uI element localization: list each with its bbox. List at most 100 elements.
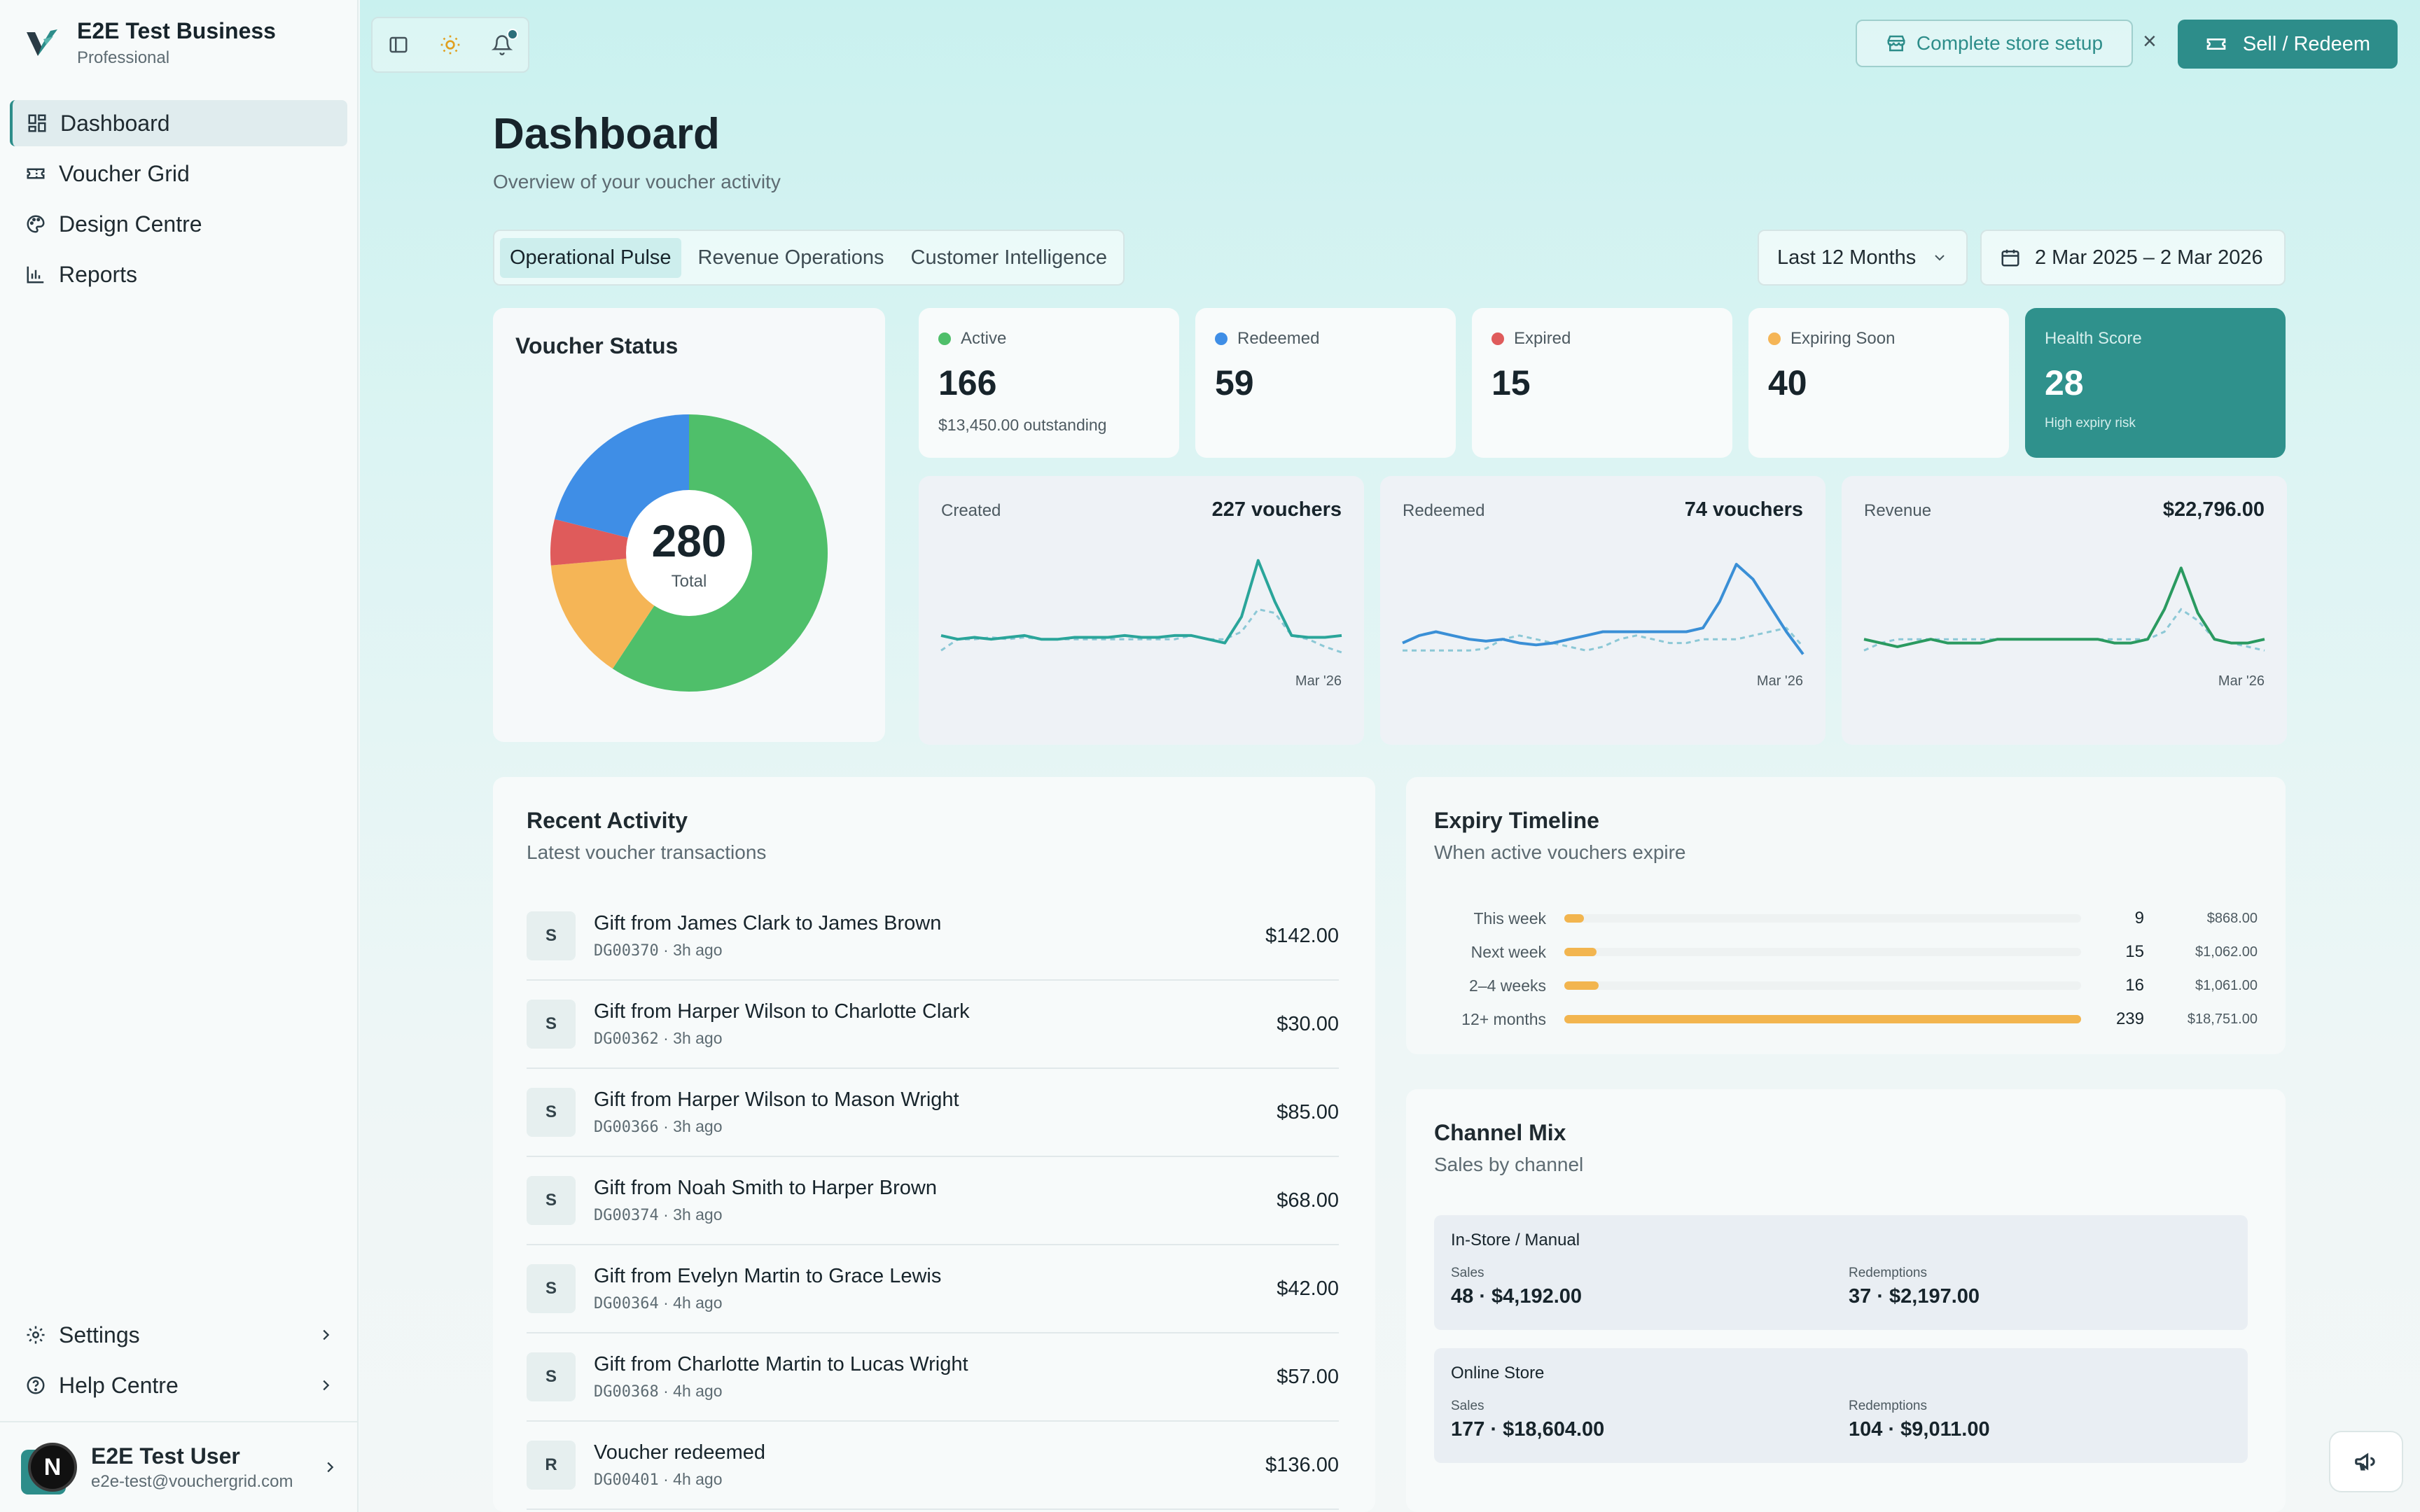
voucher-code: DG00374 [594, 1207, 659, 1224]
chevron-right-icon [323, 1329, 330, 1340]
activity-row[interactable]: S Gift from Harper Wilson to Mason Wright… [527, 1069, 1339, 1157]
activity-time: · 3h ago [663, 1117, 723, 1135]
chevron-right-icon [323, 1380, 330, 1391]
activity-row[interactable]: R Voucher redeemed DG00401 · 4h ago $136.00 [527, 1422, 1339, 1510]
sidebar-item-label: Design Centre [59, 211, 202, 237]
activity-amount: $85.00 [1277, 1100, 1339, 1124]
stat-label: Expiring Soon [1768, 329, 1895, 349]
channel-item-online-store[interactable]: Online Store Sales 177 · $18,604.00 Rede… [1434, 1348, 2248, 1463]
activity-time: · 4h ago [663, 1294, 723, 1312]
section-title: Recent Activity [527, 808, 688, 833]
stat-note: $13,450.00 outstanding [938, 416, 1107, 434]
sidebar: E2E Test Business Professional Dashboard… [0, 0, 359, 1512]
tab-revenue-operations[interactable]: Revenue Operations [697, 246, 884, 269]
spark-date: Mar '26 [2218, 673, 2265, 689]
sidebar-footer-nav: Settings Help Centre [10, 1312, 347, 1413]
voucher-code: DG00401 [594, 1471, 659, 1489]
activity-row[interactable]: S Gift from Evelyn Martin to Grace Lewis D… [527, 1245, 1339, 1334]
activity-info: Voucher redeemed DG00401 · 4h ago [594, 1441, 1265, 1489]
expiry-bar-fill [1564, 981, 1599, 990]
donut-total: 280 [652, 516, 727, 566]
health-score-card[interactable]: Health Score 28 High expiry risk [2025, 308, 2286, 458]
tab-customer-intelligence[interactable]: Customer Intelligence [910, 246, 1108, 269]
stat-label-text: Expired [1514, 329, 1571, 348]
stat-value: 15 [1491, 363, 1531, 402]
current-period-line [940, 559, 1342, 645]
spark-card-created[interactable]: Created 227 vouchers Mar '26 [919, 476, 1364, 745]
voucher-status-card: Voucher Status 280 Total [493, 308, 885, 742]
stat-value: 59 [1215, 363, 1254, 402]
activity-row[interactable]: S Gift from Noah Smith to Harper Brown DG0… [527, 1157, 1339, 1245]
previous-period-line [1403, 626, 1804, 652]
stat-value: 166 [938, 363, 997, 402]
date-range-select[interactable]: Last 12 Months [1758, 230, 1968, 286]
expiry-bar-track [1564, 981, 2081, 990]
redemptions-label: Redemptions [1849, 1266, 1927, 1280]
user-menu[interactable]: N E2E Test User e2e-test@vouchergrid.com [0, 1421, 359, 1512]
activity-time: · 3h ago [663, 1205, 723, 1224]
redemptions-value: 104 · $9,011.00 [1849, 1418, 1990, 1441]
sidebar-item-reports[interactable]: Reports [10, 251, 347, 298]
dismiss-setup-button[interactable]: × [2143, 28, 2157, 55]
sidebar-item-design-centre[interactable]: Design Centre [10, 201, 347, 247]
spark-card-redeemed[interactable]: Redeemed 74 vouchers Mar '26 [1380, 476, 1826, 745]
page-title: Dashboard [493, 110, 720, 158]
section-subtitle: When active vouchers expire [1434, 841, 1686, 863]
brand[interactable]: E2E Test Business Professional [22, 18, 276, 68]
activity-title: Gift from Charlotte Martin to Lucas Wrig… [594, 1353, 968, 1376]
activity-info: Gift from Noah Smith to Harper Brown DG00… [594, 1177, 1277, 1224]
voucher-status-title: Voucher Status [515, 333, 679, 358]
spark-card-revenue[interactable]: Revenue $22,796.00 Mar '26 [1842, 476, 2287, 745]
sales-value: 48 · $4,192.00 [1451, 1285, 1583, 1308]
activity-type-badge: S [527, 1000, 576, 1049]
activity-amount: $68.00 [1277, 1189, 1339, 1212]
sidebar-item-help-centre[interactable]: Help Centre [10, 1362, 347, 1408]
sidebar-item-voucher-grid[interactable]: Voucher Grid [10, 150, 347, 197]
store-icon [1887, 35, 1905, 52]
feedback-button[interactable] [2329, 1431, 2403, 1492]
tab-operational-pulse[interactable]: Operational Pulse [500, 237, 681, 278]
activity-amount: $57.00 [1277, 1365, 1339, 1388]
main-content: Complete store setup × Sell / Redeem Das… [360, 0, 2420, 1512]
stat-card-active[interactable]: Active 166 $13,450.00 outstanding [919, 308, 1179, 458]
complete-store-setup-button[interactable]: Complete store setup [1856, 20, 2133, 67]
activity-type-badge: S [527, 1176, 576, 1225]
activity-row[interactable]: S Gift from James Clark to James Brown DG0… [527, 892, 1339, 981]
section-subtitle: Latest voucher transactions [527, 841, 767, 863]
expiry-bar-fill [1564, 914, 1585, 923]
theme-toggle-button[interactable] [431, 26, 469, 64]
channel-mix-card: Channel Mix Sales by channel In-Store / … [1406, 1089, 2286, 1512]
sales-value: 177 · $18,604.00 [1451, 1418, 1605, 1441]
spark-value: 227 vouchers [1211, 498, 1342, 521]
stat-card-expiring-soon[interactable]: Expiring Soon 40 [1748, 308, 2009, 458]
activity-row[interactable]: S Gift from Charlotte Martin to Lucas Wri… [527, 1334, 1339, 1422]
activity-type-badge: S [527, 1088, 576, 1137]
spark-date: Mar '26 [1295, 673, 1342, 689]
sidebar-item-dashboard[interactable]: Dashboard [10, 100, 347, 146]
voucher-status-donut: 280 Total [550, 414, 828, 692]
sell-redeem-button[interactable]: Sell / Redeem [2178, 20, 2398, 69]
voucher-code: DG00368 [594, 1383, 659, 1401]
redemptions-label: Redemptions [1849, 1399, 1927, 1413]
activity-time: · 3h ago [663, 941, 723, 959]
sidebar-item-label: Help Centre [59, 1372, 179, 1398]
current-period-line [1402, 563, 1804, 655]
spark-label: Revenue [1864, 501, 1932, 520]
activity-time: · 4h ago [663, 1382, 723, 1400]
palette-icon [24, 212, 48, 236]
spark-chart-created [940, 559, 1342, 654]
brand-logo-icon [27, 29, 57, 56]
expiry-count: 15 [2125, 942, 2144, 961]
sidebar-toggle-button[interactable] [380, 26, 417, 64]
sidebar-item-settings[interactable]: Settings [10, 1312, 347, 1358]
gear-icon [24, 1323, 48, 1347]
stat-card-redeemed[interactable]: Redeemed 59 [1195, 308, 1456, 458]
date-range-picker[interactable]: 2 Mar 2025 – 2 Mar 2026 [1980, 230, 2286, 286]
notifications-button[interactable] [483, 26, 521, 64]
avatar: N [21, 1443, 77, 1494]
channel-item-in-store[interactable]: In-Store / Manual Sales 48 · $4,192.00 R… [1434, 1215, 2248, 1330]
section-title: Channel Mix [1434, 1120, 1566, 1145]
calendar-icon [2001, 249, 2019, 267]
activity-row[interactable]: S Gift from Harper Wilson to Charlotte Cl… [527, 981, 1339, 1069]
stat-card-expired[interactable]: Expired 15 [1472, 308, 1732, 458]
